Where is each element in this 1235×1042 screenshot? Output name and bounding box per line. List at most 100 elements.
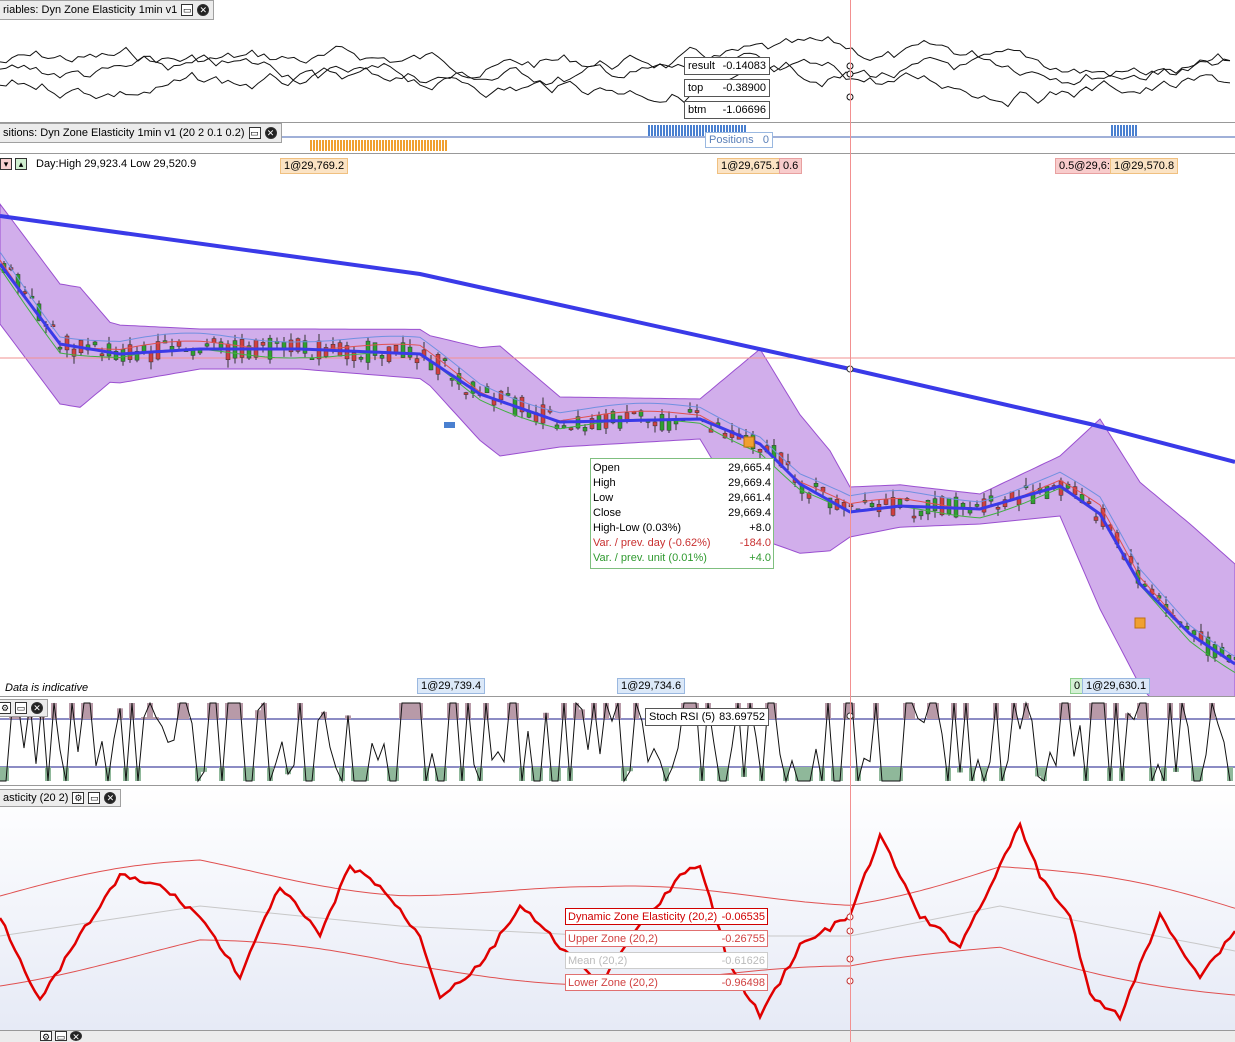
long-position-bar (1111, 125, 1113, 136)
short-position-bar (397, 140, 399, 151)
close-icon[interactable]: ✕ (70, 1031, 82, 1042)
candle-body (99, 353, 105, 357)
candle-body (757, 449, 763, 453)
oversold-fill (531, 767, 537, 781)
overbought-fill (1167, 703, 1173, 719)
oversold-fill (969, 767, 975, 781)
stoch-value-box: Stoch RSI (5) 83.69752 (645, 708, 769, 726)
maximize-icon[interactable]: ▭ (248, 127, 261, 139)
overbought-fill (507, 703, 513, 719)
short-position-bar (445, 140, 447, 151)
long-position-bar (714, 125, 716, 136)
oversold-fill (795, 767, 801, 781)
candle-body (806, 492, 812, 499)
oversold-fill (831, 767, 837, 781)
long-position-bar (675, 125, 677, 136)
overbought-fill (483, 703, 489, 719)
long-position-bar (1129, 125, 1131, 136)
positions-counter: Positions 0 (705, 132, 773, 148)
oversold-fill (267, 767, 273, 781)
candle-body (400, 342, 406, 358)
long-position-bar (708, 125, 710, 136)
candle-body (358, 357, 364, 360)
settings-icon[interactable]: ⚙ (0, 702, 11, 714)
overbought-fill (873, 703, 879, 719)
close-icon[interactable]: ✕ (104, 792, 117, 804)
short-position-bar (331, 140, 333, 151)
short-position-bar (439, 140, 441, 151)
sell-icon[interactable]: ▾ (0, 158, 12, 170)
overbought-fill (207, 703, 213, 719)
candle-body (379, 355, 385, 359)
short-position-bar (406, 140, 408, 151)
long-position-bar (744, 125, 746, 136)
candle-body (652, 421, 658, 427)
oversold-fill (63, 767, 69, 781)
settings-icon[interactable]: ⚙ (72, 792, 85, 804)
candle-body (981, 498, 987, 513)
maximize-icon[interactable]: ▭ (15, 702, 27, 714)
short-position-bar (316, 140, 318, 151)
long-position-bar (681, 125, 683, 136)
main-moving-average (0, 263, 1235, 666)
positions-pane-title: sitions: Dyn Zone Elasticity 1min v1 (20… (3, 127, 245, 139)
btm-value-box: btm -1.06696 (684, 101, 770, 119)
maximize-icon[interactable]: ▭ (88, 792, 101, 804)
stoch-rsi-line (0, 701, 1231, 783)
close-icon[interactable]: ✕ (31, 702, 43, 714)
day-range-label: Day:High 29,923.4 Low 29,520.9 (36, 158, 197, 170)
close-icon[interactable]: ✕ (264, 127, 277, 139)
maximize-icon[interactable]: ▭ (181, 4, 194, 16)
top-value-box: top -0.38900 (684, 79, 770, 97)
overbought-fill (561, 703, 567, 719)
oversold-fill (123, 767, 129, 781)
buy-icon[interactable]: ▴ (15, 158, 27, 170)
oversold-fill (303, 767, 309, 781)
candle-body (113, 350, 119, 360)
settings-icon[interactable]: ⚙ (40, 1031, 52, 1042)
oversold-fill (1119, 767, 1125, 781)
overbought-fill (405, 703, 411, 719)
short-position-bar (418, 140, 420, 151)
long-position-bar (666, 125, 668, 136)
long-position-bar (717, 125, 719, 136)
candle-body (176, 341, 182, 347)
candle-body (932, 498, 938, 512)
long-position-bar (1135, 125, 1137, 136)
overbought-fill (993, 703, 999, 719)
variable-line (0, 58, 1231, 108)
oversold-fill (105, 767, 111, 781)
variables-pane-title: riables: Dyn Zone Elasticity 1min v1 (3, 4, 178, 16)
overbought-fill (951, 703, 957, 719)
oversold-fill (1161, 767, 1167, 781)
short-position-bar (415, 140, 417, 151)
short-position-bar (430, 140, 432, 151)
variables-plot (0, 36, 1231, 108)
long-position-bar (723, 125, 725, 136)
maximize-icon[interactable]: ▭ (55, 1031, 67, 1042)
oversold-fill (837, 767, 843, 781)
tooltip-row: Close 29,669.4 (593, 507, 771, 519)
short-position-bar (352, 140, 354, 151)
overbought-fill (1089, 703, 1095, 719)
lower-zone-value-box: Lower Zone (20,2) -0.96498 (565, 974, 768, 991)
oversold-fill (567, 767, 573, 781)
oversold-fill (885, 767, 891, 781)
oversold-fill (285, 767, 291, 775)
oversold-fill (663, 767, 669, 781)
long-position-bar (1126, 125, 1128, 136)
variable-line (0, 48, 1231, 88)
short-position-bar (313, 140, 315, 151)
oversold-fill (699, 767, 705, 781)
candle-body (204, 343, 210, 347)
long-position-bar (669, 125, 671, 136)
overbought-fill (453, 703, 459, 719)
short-position-bar (367, 140, 369, 151)
short-position-bar (427, 140, 429, 151)
oversold-fill (759, 767, 765, 781)
close-icon[interactable]: ✕ (197, 4, 210, 16)
long-position-bar (1114, 125, 1116, 136)
stoch-rsi-plot (0, 701, 1235, 783)
oversold-fill (801, 767, 807, 781)
candle-body (134, 351, 140, 361)
